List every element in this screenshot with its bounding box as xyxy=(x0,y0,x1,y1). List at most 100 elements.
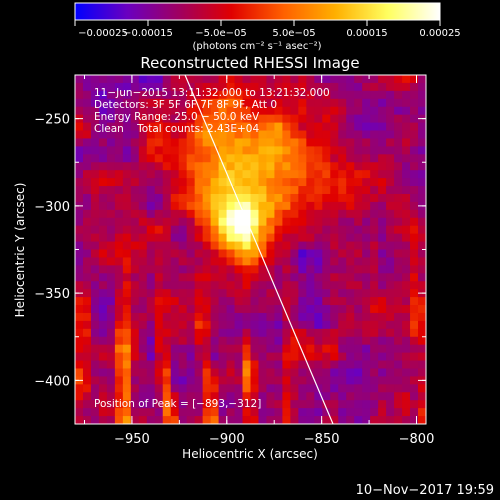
heatmap-cell xyxy=(370,209,379,219)
heatmap-cell xyxy=(82,193,92,203)
heatmap-cell xyxy=(354,186,363,195)
heatmap-cell xyxy=(346,154,355,163)
heatmap-cell xyxy=(130,328,140,338)
heatmap-cell xyxy=(186,138,196,147)
heatmap-cell xyxy=(258,384,267,393)
heatmap-cell xyxy=(75,265,84,274)
heatmap-cell xyxy=(106,352,116,362)
heatmap-cell xyxy=(194,193,204,203)
heatmap-cell xyxy=(338,297,347,306)
heatmap-cell xyxy=(394,241,403,250)
heatmap-cell xyxy=(170,257,180,266)
heatmap-cell xyxy=(370,400,379,409)
heatmap-cell xyxy=(306,360,315,369)
heatmap-cell xyxy=(218,98,228,108)
heatmap-cell xyxy=(394,360,403,369)
heatmap-cell xyxy=(226,297,236,306)
heatmap-cell xyxy=(306,106,315,116)
heatmap-cell xyxy=(410,289,419,298)
heatmap-cell xyxy=(82,392,92,401)
heatmap-cell xyxy=(370,193,379,203)
heatmap-cell xyxy=(258,305,267,314)
heatmap-cell xyxy=(130,265,140,274)
heatmap-cell xyxy=(82,98,92,108)
x-tick-label: −900 xyxy=(209,432,245,447)
heatmap-cell xyxy=(170,312,180,322)
heatmap-cell xyxy=(186,344,196,354)
heatmap-cell xyxy=(338,106,347,116)
heatmap-cell xyxy=(330,376,339,385)
heatmap-cell xyxy=(75,249,84,258)
heatmap-cell xyxy=(146,217,156,227)
heatmap-cell xyxy=(274,249,283,258)
heatmap-cell xyxy=(162,352,172,362)
heatmap-cell xyxy=(330,82,339,92)
heatmap-cell xyxy=(418,392,426,401)
heatmap-cell xyxy=(218,297,228,306)
heatmap-cell xyxy=(82,217,92,227)
heatmap-cell xyxy=(338,289,347,298)
heatmap-cell xyxy=(106,186,116,195)
heatmap-cell xyxy=(234,360,244,369)
heatmap-cell xyxy=(258,82,267,92)
heatmap-cell xyxy=(75,170,84,179)
heatmap-cell xyxy=(178,122,188,132)
heatmap-cell xyxy=(266,249,275,258)
heatmap-cell xyxy=(218,130,228,139)
heatmap-cell xyxy=(186,162,196,171)
heatmap-cell xyxy=(282,320,291,330)
heatmap-cell xyxy=(138,233,148,243)
heatmap-cell xyxy=(258,170,267,179)
heatmap-cell xyxy=(154,344,164,354)
heatmap-cell xyxy=(346,217,355,227)
heatmap-cell xyxy=(98,225,108,235)
heatmap-cell xyxy=(98,106,108,116)
heatmap-cell xyxy=(178,368,188,377)
heatmap-cell xyxy=(378,305,387,314)
heatmap-cell xyxy=(210,297,220,306)
heatmap-cell xyxy=(298,75,307,84)
heatmap-cell xyxy=(234,273,244,282)
heatmap-cell xyxy=(114,82,124,92)
heatmap-cell xyxy=(114,320,124,330)
heatmap-cell xyxy=(122,320,132,330)
heatmap-cell xyxy=(274,320,283,330)
heatmap-cell xyxy=(178,312,188,322)
heatmap-cell xyxy=(354,154,363,163)
heatmap-cell xyxy=(210,368,220,377)
colorbar-tick-label: 5.0e−05 xyxy=(272,28,315,39)
heatmap-cell xyxy=(130,416,140,424)
heatmap-cell xyxy=(282,122,291,132)
heatmap-cell xyxy=(146,98,156,108)
heatmap-cell xyxy=(338,384,347,393)
heatmap-cell xyxy=(298,257,307,266)
heatmap-cell xyxy=(138,138,148,147)
heatmap-cell xyxy=(250,416,259,424)
annotation-clean-counts: Clean Total counts: 2.43E+04 xyxy=(94,123,259,135)
heatmap-cell xyxy=(282,138,291,147)
heatmap-cell xyxy=(114,233,124,243)
heatmap-cell xyxy=(338,170,347,179)
heatmap-cell xyxy=(226,312,236,322)
heatmap-cell xyxy=(122,392,132,401)
heatmap-cell xyxy=(338,233,347,243)
heatmap-cell xyxy=(146,368,156,377)
heatmap-cell xyxy=(274,217,283,227)
heatmap-cell xyxy=(234,392,244,401)
heatmap-cell xyxy=(122,217,132,227)
heatmap-cell xyxy=(258,138,267,147)
heatmap-cell xyxy=(90,186,100,195)
heatmap-cell xyxy=(266,138,275,147)
heatmap-cell xyxy=(226,90,236,100)
heatmap-cell xyxy=(266,233,275,243)
heatmap-cell xyxy=(386,122,395,132)
heatmap-cell xyxy=(290,305,299,314)
heatmap-cell xyxy=(138,376,148,385)
heatmap-cell xyxy=(410,400,419,409)
heatmap-cell xyxy=(170,400,180,409)
heatmap-cell xyxy=(306,98,315,108)
heatmap-cell xyxy=(98,186,108,195)
heatmap-cell xyxy=(98,209,108,219)
heatmap-cell xyxy=(138,408,148,417)
heatmap-cell xyxy=(226,257,236,266)
